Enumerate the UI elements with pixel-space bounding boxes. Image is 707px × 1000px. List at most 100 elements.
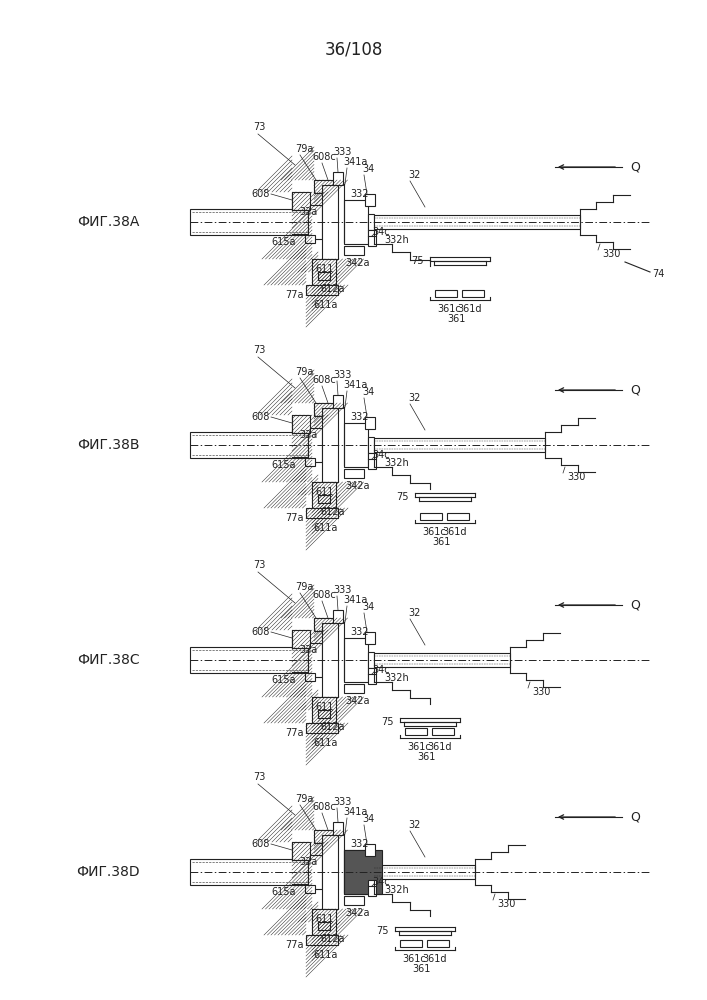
- Bar: [190, 209, 308, 235]
- Text: 32: 32: [408, 170, 421, 180]
- Bar: [292, 630, 310, 648]
- Text: 75: 75: [377, 926, 389, 936]
- Text: 332h: 332h: [384, 885, 409, 895]
- Text: 612a: 612a: [320, 722, 344, 732]
- Bar: [318, 272, 330, 280]
- Text: 615a: 615a: [271, 460, 296, 470]
- Bar: [312, 259, 336, 285]
- Bar: [374, 865, 475, 879]
- Bar: [305, 458, 315, 466]
- Bar: [306, 935, 338, 945]
- Bar: [314, 403, 334, 416]
- Bar: [190, 647, 308, 673]
- Text: Q: Q: [630, 598, 640, 611]
- Bar: [308, 855, 322, 889]
- Text: 34: 34: [362, 387, 374, 397]
- Text: 361d: 361d: [422, 954, 447, 964]
- Text: 361c: 361c: [407, 742, 431, 752]
- Bar: [368, 652, 374, 668]
- Bar: [374, 438, 545, 452]
- Bar: [462, 290, 484, 297]
- Text: 32: 32: [408, 820, 421, 830]
- Text: 332h: 332h: [384, 673, 409, 683]
- Text: 611a: 611a: [314, 738, 338, 748]
- Bar: [312, 909, 336, 935]
- Bar: [374, 215, 580, 229]
- Bar: [322, 185, 338, 259]
- Text: 73: 73: [253, 122, 265, 132]
- Text: Q: Q: [630, 810, 640, 824]
- Bar: [292, 842, 310, 860]
- Text: 74: 74: [652, 269, 665, 279]
- Bar: [305, 673, 315, 681]
- Bar: [292, 415, 310, 433]
- Bar: [400, 940, 422, 947]
- Text: 612a: 612a: [320, 507, 344, 517]
- Bar: [420, 513, 442, 520]
- Text: 341a: 341a: [343, 157, 368, 167]
- Text: 342a: 342a: [345, 696, 370, 706]
- Bar: [318, 710, 330, 718]
- Bar: [427, 940, 449, 947]
- Text: ФИГ.38A: ФИГ.38A: [77, 215, 139, 229]
- Bar: [314, 180, 334, 193]
- Text: 34: 34: [362, 164, 374, 174]
- Bar: [344, 850, 368, 894]
- Text: 33a: 33a: [300, 207, 318, 217]
- Bar: [314, 618, 334, 631]
- Text: 361: 361: [447, 314, 465, 324]
- Bar: [312, 697, 336, 723]
- Text: ФИГ.38C: ФИГ.38C: [76, 653, 139, 667]
- Text: 332: 332: [350, 627, 368, 637]
- Bar: [368, 453, 376, 469]
- Text: 32: 32: [408, 608, 421, 618]
- Bar: [306, 285, 338, 295]
- Text: 34: 34: [362, 814, 374, 824]
- Text: 73: 73: [253, 560, 265, 570]
- Bar: [344, 469, 364, 478]
- Bar: [405, 728, 427, 735]
- Text: ФИГ.38D: ФИГ.38D: [76, 865, 140, 879]
- Text: 332: 332: [350, 412, 368, 422]
- Text: 608: 608: [252, 189, 270, 199]
- Bar: [365, 632, 375, 644]
- Text: 34c: 34c: [372, 665, 390, 675]
- Text: 608: 608: [252, 412, 270, 422]
- Bar: [305, 885, 315, 893]
- Text: 79a: 79a: [295, 367, 313, 377]
- Text: 341a: 341a: [343, 380, 368, 390]
- Text: 75: 75: [397, 492, 409, 502]
- Text: 361d: 361d: [442, 527, 467, 537]
- Bar: [368, 880, 376, 896]
- Text: 333: 333: [333, 797, 351, 807]
- Bar: [365, 194, 375, 206]
- Text: 611: 611: [315, 264, 334, 274]
- Bar: [344, 246, 364, 255]
- Text: 342a: 342a: [345, 908, 370, 918]
- Text: 332h: 332h: [384, 235, 409, 245]
- Text: 333: 333: [333, 585, 351, 595]
- Text: 77a: 77a: [286, 940, 304, 950]
- Text: 75: 75: [411, 256, 424, 266]
- Text: 333: 333: [333, 147, 351, 157]
- Text: 608c: 608c: [312, 375, 336, 385]
- Text: 79a: 79a: [295, 144, 313, 154]
- Text: 615a: 615a: [271, 237, 296, 247]
- Text: 330: 330: [532, 687, 550, 697]
- Text: 332h: 332h: [384, 458, 409, 468]
- Bar: [368, 230, 376, 246]
- Text: 332: 332: [350, 839, 368, 849]
- Text: 608c: 608c: [312, 802, 336, 812]
- Text: 608: 608: [252, 627, 270, 637]
- Text: 361c: 361c: [422, 527, 445, 537]
- Bar: [190, 859, 308, 885]
- Text: 611: 611: [315, 702, 334, 712]
- Text: 361c: 361c: [402, 954, 426, 964]
- Bar: [368, 864, 374, 880]
- Text: 34c: 34c: [372, 450, 390, 460]
- Bar: [368, 437, 374, 453]
- Bar: [333, 172, 343, 185]
- Text: 611: 611: [315, 487, 334, 497]
- Text: 608: 608: [252, 839, 270, 849]
- Text: 361: 361: [417, 752, 436, 762]
